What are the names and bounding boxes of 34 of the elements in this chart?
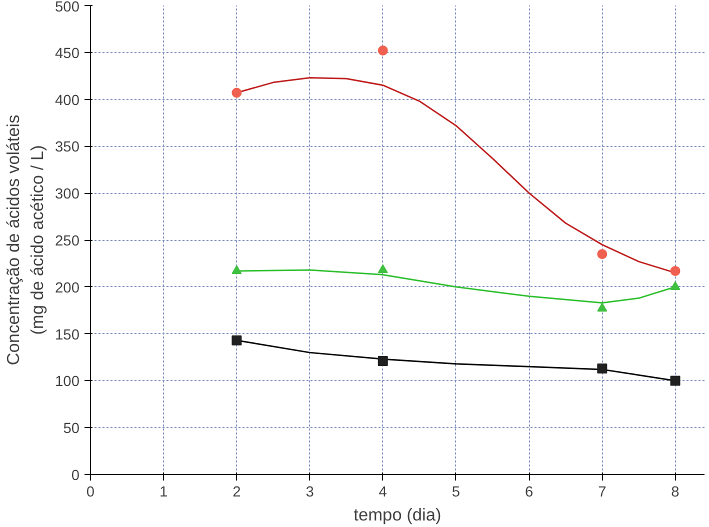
point (670, 376, 680, 386)
point (597, 249, 608, 260)
y-tick-label: 350 (55, 140, 80, 156)
x-tick-label: 2 (232, 484, 241, 500)
x-tick-label: 1 (160, 484, 168, 500)
y-tick-label: 200 (55, 280, 80, 296)
x-tick-label: 0 (86, 484, 95, 500)
point (597, 302, 608, 312)
y-tick-label: 300 (55, 186, 80, 203)
point (378, 264, 388, 274)
y-tick-label: 50 (63, 421, 80, 438)
x-tick-label: 4 (378, 484, 387, 500)
y-axis-title: Concentração de ácidos voláteis (mg de ácido acético / L) (3, 114, 48, 366)
point (378, 356, 388, 366)
y-tick-label: 450 (55, 46, 80, 62)
y-tick-label: 250 (55, 234, 80, 250)
point (232, 335, 242, 346)
point (670, 281, 680, 290)
x-tick-label: 6 (524, 484, 534, 500)
y-tick-label: 0 (71, 468, 80, 484)
x-tick-label: 3 (306, 484, 314, 500)
point (232, 265, 242, 274)
point (670, 266, 680, 276)
y-tick-label: 100 (55, 374, 80, 390)
point (232, 88, 242, 98)
point (597, 364, 608, 374)
y-tick-label: 400 (55, 92, 80, 109)
point (378, 46, 388, 56)
x-tick-label: 5 (452, 484, 460, 500)
y-tick-label: 150 (55, 327, 80, 344)
x-axis-title: tempo (dia) (354, 504, 442, 524)
x-tick-label: 8 (671, 484, 680, 500)
y-tick-label: 500 (55, 0, 80, 16)
x-tick-label: 7 (598, 484, 606, 500)
